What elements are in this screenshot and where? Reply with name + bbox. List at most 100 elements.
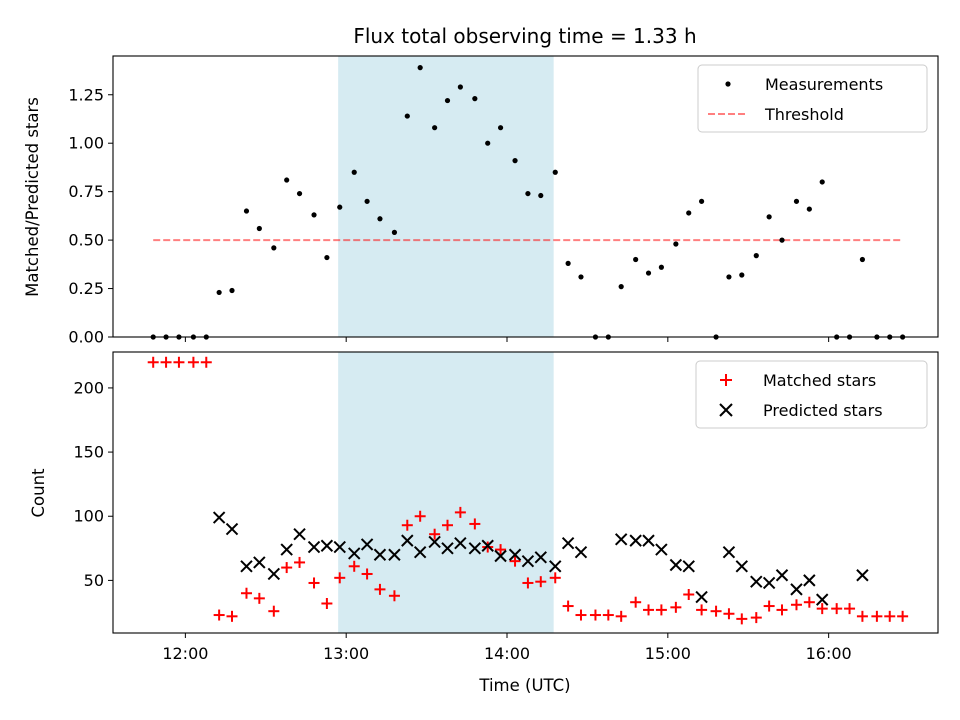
predicted-star-point	[225, 522, 239, 536]
predicted-star-point	[655, 543, 668, 556]
matched-star-point	[535, 576, 547, 588]
matched-star-point	[790, 599, 802, 611]
predicted-star-point	[212, 511, 226, 524]
measurement-point	[457, 84, 463, 90]
predicted-star-point	[388, 548, 401, 561]
legend-measurements-label: Measurements	[765, 75, 883, 94]
bottom-legend-box	[695, 360, 928, 429]
matched-star-point	[160, 356, 172, 368]
predicted-star-point	[614, 533, 628, 546]
predicted-star-point	[441, 542, 454, 555]
predicted-star-point	[669, 558, 683, 572]
predicted-star-point	[790, 583, 803, 596]
matched-star-point	[803, 596, 815, 608]
matched-star-point	[401, 519, 413, 531]
predicted-star-point	[494, 549, 507, 563]
matched-star-point	[348, 560, 360, 572]
predicted-star-point	[253, 556, 266, 569]
matched-star-point	[630, 596, 642, 608]
measurement-point	[444, 97, 451, 104]
matched-star-point	[187, 356, 199, 368]
measurement-point	[485, 140, 491, 146]
measurement-point	[686, 210, 692, 216]
measurement-point	[364, 198, 370, 204]
bottom-xtick-label: 14:00	[484, 644, 530, 663]
matched-star-point	[844, 603, 856, 615]
predicted-star-point	[750, 575, 763, 588]
measurement-point	[337, 204, 343, 210]
measurement-point	[284, 177, 290, 183]
matched-star-point	[670, 601, 682, 613]
measurement-point	[779, 237, 785, 243]
bottom-xtick-label: 13:00	[323, 644, 369, 663]
measurement-point	[739, 272, 745, 278]
matched-star-point	[414, 510, 426, 522]
measurement-point	[698, 198, 705, 204]
matched-star-point	[308, 577, 320, 589]
predicted-star-point	[574, 545, 588, 559]
measurement-point	[793, 198, 800, 204]
matched-star-point	[871, 610, 883, 622]
matched-star-point	[509, 555, 521, 567]
observing-window-shade	[338, 56, 554, 337]
measurement-point	[311, 212, 317, 218]
bottom-ytick-label: 50	[84, 571, 104, 590]
measurement-point	[673, 241, 679, 247]
predicted-star-point	[267, 567, 281, 581]
matched-star-point	[776, 604, 788, 616]
predicted-star-point	[360, 538, 374, 551]
top-ytick-label: 0.75	[68, 182, 104, 201]
bottom-ytick-label: 150	[73, 443, 104, 462]
measurement-point	[819, 179, 825, 185]
measurement-point	[296, 190, 303, 197]
top-panel-ratio: Flux total observing time = 1.33 h Match…	[23, 24, 939, 347]
measurement-point	[766, 214, 772, 220]
legend-predicted-marker	[719, 403, 733, 417]
predicted-star-point	[629, 534, 642, 547]
predicted-star-point	[481, 539, 494, 552]
bottom-panel-ylabel: Count	[29, 468, 48, 518]
predicted-star-point	[508, 548, 522, 561]
measurement-point	[859, 256, 866, 263]
predicted-star-point	[401, 534, 414, 547]
matched-star-point	[388, 590, 400, 602]
top-panel-title: Flux total observing time = 1.33 h	[353, 24, 696, 48]
measurement-point	[806, 206, 812, 212]
bottom-panel-frame	[112, 351, 939, 634]
measurement-point	[417, 65, 423, 71]
predicted-star-point	[762, 576, 776, 590]
matched-star-point	[856, 610, 868, 622]
predicted-star-point	[695, 590, 708, 604]
measurement-point	[525, 190, 531, 197]
matched-star-point	[763, 600, 775, 612]
matched-star-point	[213, 609, 225, 621]
matched-star-point	[562, 600, 574, 612]
predicted-star-point	[280, 543, 293, 556]
bottom-xtick-label: 15:00	[645, 644, 691, 663]
predicted-star-point	[373, 548, 387, 561]
measurement-point	[391, 229, 398, 235]
legend-matched-marker	[720, 374, 732, 386]
matched-star-point	[281, 562, 293, 574]
top-panel-ylabel: Matched/Predicted stars	[23, 97, 42, 297]
predicted-star-point	[856, 569, 869, 582]
observing-window-shade	[338, 352, 554, 633]
matched-star-point	[495, 544, 507, 556]
predicted-star-point	[642, 534, 655, 547]
top-panel-frame	[112, 55, 939, 338]
matched-star-point	[723, 608, 735, 620]
matched-star-point	[200, 356, 212, 368]
measurement-point	[578, 274, 584, 280]
matched-star-point	[736, 613, 748, 625]
matched-star-point	[226, 610, 238, 622]
matched-star-point	[816, 603, 828, 615]
matched-star-point	[429, 528, 441, 540]
predicted-star-point	[735, 560, 749, 573]
matched-star-point	[750, 612, 762, 624]
predicted-star-point	[816, 593, 829, 606]
measurement-point	[538, 192, 544, 199]
bottom-ytick-label: 100	[73, 507, 104, 526]
measurement-point	[404, 113, 410, 119]
measurement-point	[565, 260, 571, 266]
